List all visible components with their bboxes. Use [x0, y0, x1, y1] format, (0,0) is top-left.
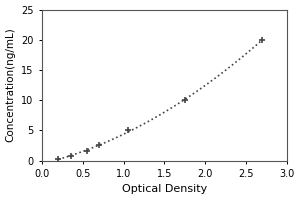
- Y-axis label: Concentration(ng/mL): Concentration(ng/mL): [6, 28, 16, 142]
- X-axis label: Optical Density: Optical Density: [122, 184, 207, 194]
